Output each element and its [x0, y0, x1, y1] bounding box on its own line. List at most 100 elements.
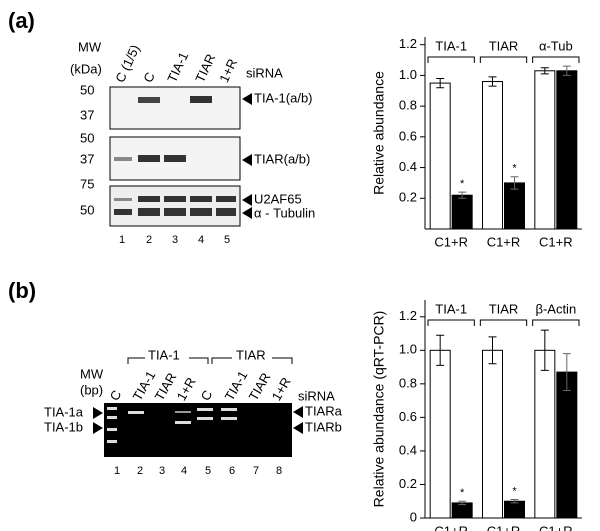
lane-header: C	[140, 70, 158, 85]
band-label: α - Tubulin	[254, 205, 315, 220]
significance-mark: *	[512, 485, 517, 497]
gel-bands	[107, 407, 237, 443]
error-bar	[436, 77, 445, 89]
lane-headers: C (1/5) C TIA-1 TIAR 1+R	[112, 42, 240, 84]
band-label: U2AF65	[254, 191, 302, 206]
lane-number: 6	[229, 465, 235, 477]
bar	[534, 349, 556, 519]
y-tick-label: 1.2	[399, 36, 417, 51]
y-tick-label: 1.0	[399, 67, 417, 82]
group-label: TIAR	[236, 347, 266, 362]
error-bar	[562, 353, 571, 392]
bar	[429, 349, 451, 519]
y-tick-label: 0.8	[399, 375, 417, 390]
group-bracket	[532, 56, 580, 63]
band-label: TIA-1a	[44, 404, 84, 419]
group-bracket	[479, 319, 528, 326]
group-label: TIAR	[489, 301, 519, 316]
bracket-gap	[145, 348, 189, 362]
x-tick-label: C1+R	[487, 523, 521, 531]
lane-header: TIA-1	[164, 50, 191, 85]
mw-unit: (kDa)	[70, 61, 102, 76]
panel-label: (a)	[8, 8, 35, 33]
y-tick-label: 0.4	[399, 159, 417, 174]
x-tick-label: C1+R	[539, 523, 573, 531]
mw-unit: (bp)	[80, 382, 103, 397]
y-tick-label: 0.8	[399, 98, 417, 113]
band-label: TIA-1(a/b)	[254, 90, 313, 105]
error-bar	[510, 499, 519, 504]
group-label: TIA-1	[148, 347, 180, 362]
lane-number: 3	[172, 234, 178, 246]
y-tick-label: 1.0	[399, 342, 417, 357]
lane-headers: C TIA-1 TIAR 1+R C TIA-1 TIAR 1+R	[107, 368, 294, 403]
band-label: TIA-1b	[44, 419, 83, 434]
bar	[429, 82, 451, 230]
y-tick-label: 0.2	[399, 190, 417, 205]
lane-number: 1	[119, 234, 125, 246]
band-label: TIAR(a/b)	[254, 151, 310, 166]
mw-mark: 37	[80, 107, 94, 122]
significance-mark: *	[512, 163, 517, 175]
bracket-gap	[232, 348, 272, 362]
mw-mark: 50	[80, 82, 94, 97]
blot-bands	[114, 96, 236, 216]
bar	[482, 81, 503, 230]
y-tick-label: 0.4	[399, 442, 417, 457]
group-label: α-Tub	[539, 38, 573, 53]
group-label: TIA-1	[435, 301, 467, 316]
y-tick-label: 1.2	[399, 308, 417, 323]
bar	[534, 70, 556, 230]
y-tick-label: 0.2	[399, 476, 417, 491]
mw-mark: 75	[80, 176, 94, 191]
x-tick-label: C1+R	[434, 523, 468, 531]
panel-label: (b)	[8, 278, 36, 303]
lane-number: 2	[137, 465, 143, 477]
bar	[556, 70, 578, 230]
lane-header: 1+R	[216, 56, 240, 84]
error-bar	[436, 334, 445, 366]
blot	[109, 86, 241, 227]
lane-number: 4	[181, 465, 187, 477]
y-tick-label: 0	[410, 509, 417, 524]
band-label: TIARa	[305, 403, 343, 418]
y-axis-label: Relative abundance	[371, 71, 387, 195]
x-tick-label: C1+R	[539, 234, 573, 249]
error-bar	[458, 500, 467, 506]
y-tick-label: 0.6	[399, 409, 417, 424]
sirna-label: siRNA	[246, 65, 283, 80]
lane-number: 3	[159, 465, 165, 477]
bar	[504, 182, 525, 230]
sirna-label: siRNA	[298, 388, 335, 403]
y-axis-label: Relative abundance (qRT-PCR)	[371, 311, 387, 508]
error-bar	[562, 65, 571, 76]
error-bar	[458, 191, 467, 199]
lane-number: 5	[224, 234, 230, 246]
error-bar	[540, 329, 549, 371]
error-bar	[540, 67, 549, 75]
bar	[504, 500, 525, 519]
mw-mark: 50	[80, 130, 94, 145]
lane-header: TIAR	[246, 370, 274, 403]
group-label: TIAR	[489, 38, 519, 53]
mw-label: MW	[78, 39, 102, 54]
x-tick-label: C1+R	[434, 234, 468, 249]
group-bracket	[532, 319, 580, 326]
group-label: TIA-1	[435, 38, 467, 53]
group-bracket	[427, 56, 475, 63]
significance-mark: *	[460, 487, 465, 499]
arrows	[242, 93, 252, 219]
mw-mark: 50	[80, 202, 94, 217]
error-bar	[488, 336, 497, 365]
error-bar	[488, 76, 497, 87]
group-label: β-Actin	[535, 301, 576, 316]
lane-number: 1	[114, 465, 120, 477]
lane-number: 8	[276, 465, 282, 477]
group-bracket	[479, 56, 528, 63]
mw-label: MW	[80, 366, 104, 381]
lane-number: 5	[205, 465, 211, 477]
x-tick-label: C1+R	[487, 234, 521, 249]
lane-header: C (1/5)	[112, 42, 142, 84]
bar	[451, 194, 473, 230]
